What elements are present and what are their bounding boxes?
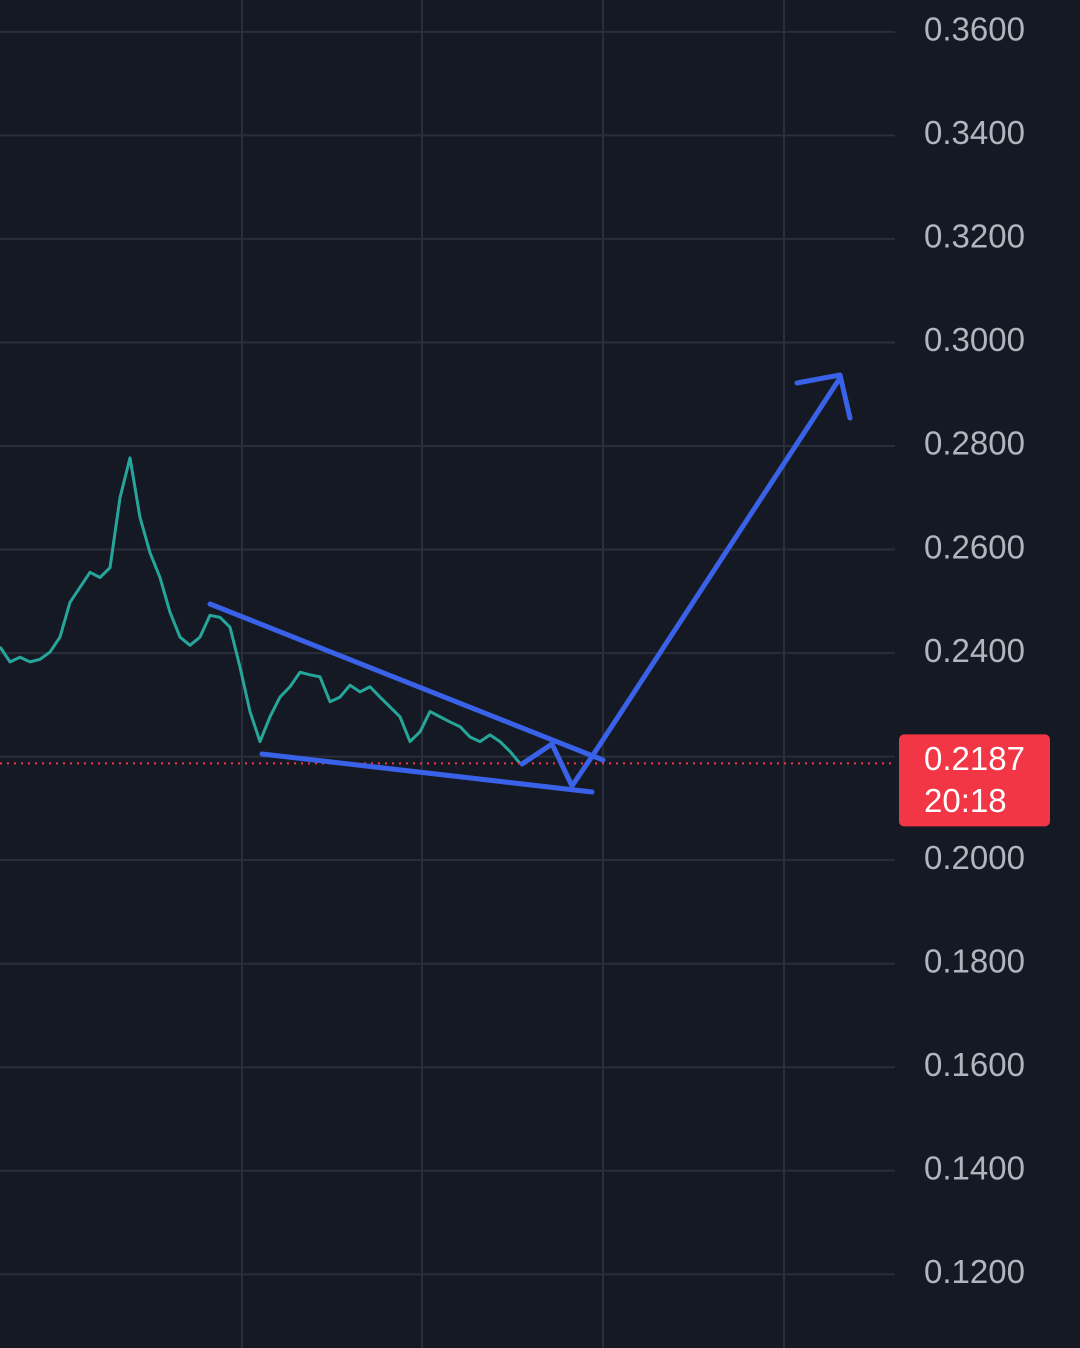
- y-tick-label: 0.1200: [924, 1253, 1025, 1290]
- projection-path: [519, 375, 843, 789]
- y-tick-label: 0.2400: [924, 632, 1025, 669]
- y-tick-label: 0.3400: [924, 114, 1025, 151]
- arrow-head: [794, 372, 853, 421]
- y-tick-label: 0.2600: [924, 528, 1025, 565]
- y-tick-label: 0.2000: [924, 839, 1025, 876]
- y-tick-label: 0.1400: [924, 1150, 1025, 1187]
- y-tick-label: 0.3600: [924, 11, 1025, 48]
- wedge-upper: [207, 601, 606, 763]
- y-tick-label: 0.1800: [924, 942, 1025, 979]
- wedge-lower: [259, 751, 595, 795]
- price-line: [0, 456, 522, 765]
- y-tick-label: 0.3000: [924, 321, 1025, 358]
- y-axis: 0.1200 0.1400 0.1600 0.1800 0.2000 0.2400 0.26…: [899, 11, 1050, 1290]
- annotation: [207, 372, 853, 795]
- y-tick-label: 0.2800: [924, 425, 1025, 462]
- price: [0, 456, 895, 765]
- last-price-label: 0.2187: [924, 740, 1025, 777]
- y-tick-label: 0.1600: [924, 1046, 1025, 1083]
- last-price-box: [899, 734, 1050, 827]
- countdown-label: 20:18: [924, 782, 1007, 819]
- y-tick-label: 0.3200: [924, 218, 1025, 255]
